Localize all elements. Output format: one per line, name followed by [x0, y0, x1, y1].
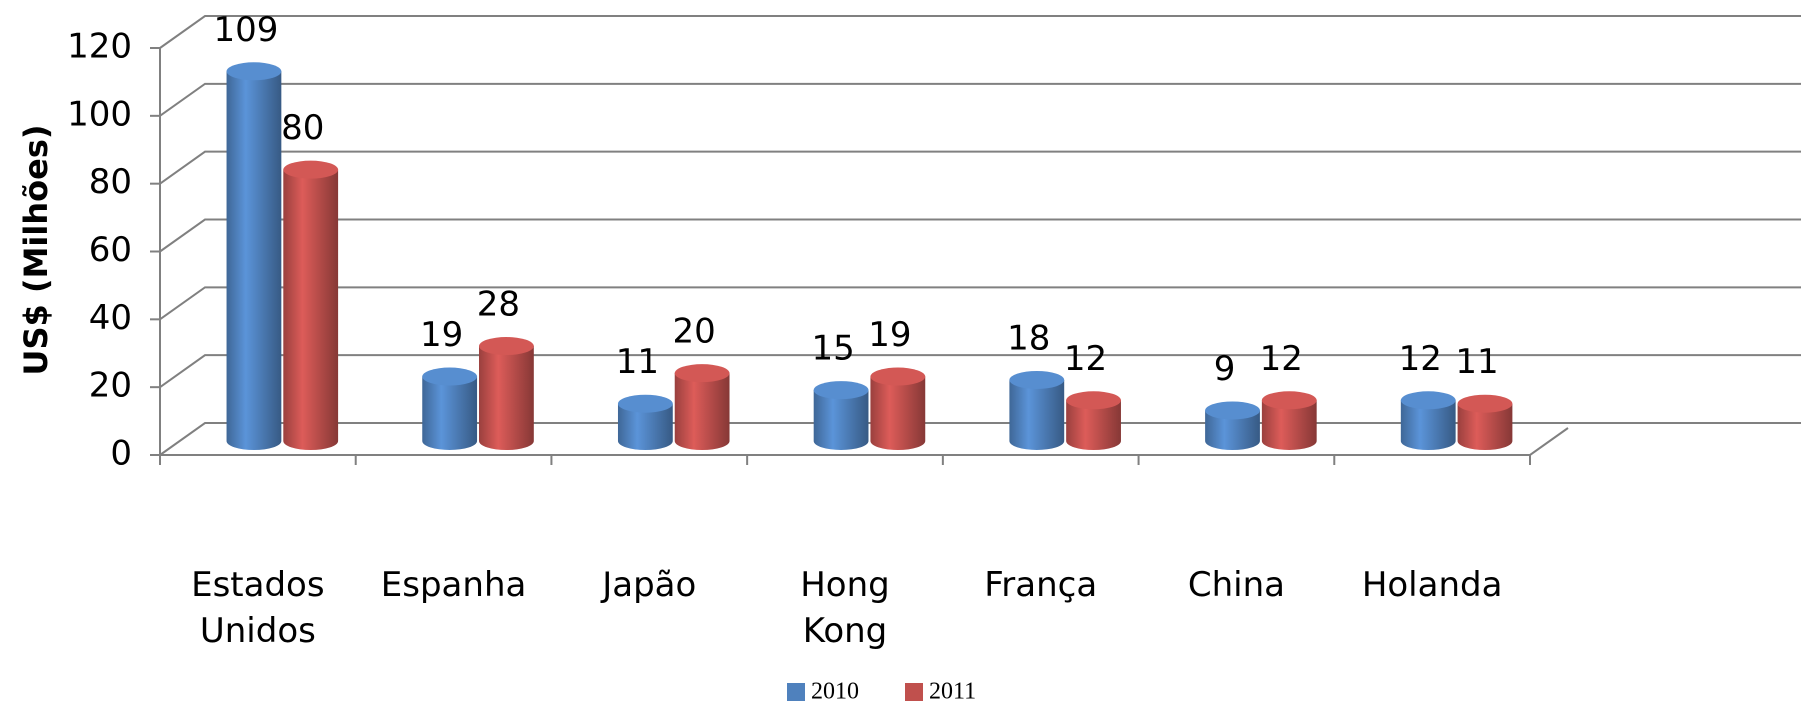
x-tick-label: Espanha [380, 565, 527, 605]
grid-line [159, 354, 1801, 388]
bar [617, 394, 673, 450]
bar [870, 367, 926, 450]
y-tick-label: 120 [67, 27, 132, 67]
data-label: 18 [1007, 318, 1050, 358]
bar [1457, 394, 1513, 451]
x-tick-label: Holanda [1361, 565, 1503, 605]
bar [1205, 401, 1260, 451]
bar-body [870, 376, 926, 450]
legend-swatch [787, 683, 805, 701]
bar-top [226, 62, 282, 81]
grid-line [159, 150, 1801, 185]
data-label: 9 [1214, 349, 1236, 389]
y-tick-label: 100 [67, 94, 132, 134]
bar-body [674, 373, 730, 450]
x-tick-label: Hong Kong [800, 565, 890, 651]
bar-body [1400, 400, 1456, 450]
grid-line [159, 15, 1801, 49]
bar-top [1457, 394, 1513, 413]
bar [479, 337, 534, 450]
bar-top [422, 367, 478, 386]
grid-line [159, 82, 1801, 117]
bar-top [870, 367, 926, 386]
data-label: 12 [1399, 339, 1442, 379]
y-tick-label: 80 [89, 162, 132, 202]
bar [226, 62, 282, 450]
bar-top [1261, 391, 1317, 410]
legend-swatch [905, 683, 923, 701]
bar [1400, 391, 1456, 450]
data-label: 12 [1064, 339, 1107, 379]
bar-top [283, 160, 339, 179]
grid-line [159, 218, 1801, 253]
bar [283, 160, 339, 450]
x-tick-label: França [984, 565, 1098, 605]
grid-line [159, 422, 1801, 456]
bar-body [283, 169, 339, 450]
bar-top [1066, 391, 1121, 410]
bar-body [1009, 379, 1065, 450]
bar-body [1205, 410, 1260, 451]
bar [1009, 370, 1065, 450]
bar-top [479, 337, 534, 356]
bar [1066, 391, 1121, 451]
bar-body [1261, 400, 1317, 450]
bar [422, 367, 478, 450]
bar-body [422, 376, 478, 450]
bar-body [617, 403, 673, 450]
bar-top [1009, 370, 1065, 389]
data-label: 20 [672, 312, 715, 352]
x-tick-label: Estados Unidos [191, 565, 325, 651]
data-label: 109 [213, 10, 278, 50]
data-label: 15 [811, 329, 854, 369]
bar-body [1066, 400, 1121, 451]
y-tick-label: 60 [89, 230, 132, 270]
bar-body [479, 346, 534, 450]
bar-body [1457, 403, 1513, 451]
data-label: 11 [1455, 342, 1498, 382]
bar-top [1400, 391, 1456, 410]
bar [813, 381, 869, 450]
legend-label: 2011 [929, 679, 976, 705]
grid-line [159, 286, 1801, 321]
data-label: 80 [281, 108, 324, 148]
data-label: 28 [477, 285, 520, 325]
x-tick-label: Japão [602, 565, 697, 605]
y-tick-label: 0 [110, 434, 132, 474]
data-label: 11 [616, 342, 659, 382]
bar-top [617, 394, 673, 413]
data-label: 19 [868, 315, 911, 355]
bar [1261, 391, 1317, 450]
bar [674, 364, 730, 450]
y-axis-label: US$ (Milhões) [17, 125, 55, 376]
bar-body [813, 390, 869, 450]
bar-top [813, 381, 869, 400]
legend-label: 2010 [811, 679, 859, 705]
bar-top [1205, 401, 1260, 420]
y-tick-label: 40 [89, 298, 132, 338]
bar-top [674, 364, 730, 383]
bar-body [226, 71, 282, 450]
x-tick-label: China [1187, 565, 1285, 605]
data-label: 12 [1260, 339, 1303, 379]
y-tick-label: 20 [89, 366, 132, 406]
data-label: 19 [420, 315, 463, 355]
